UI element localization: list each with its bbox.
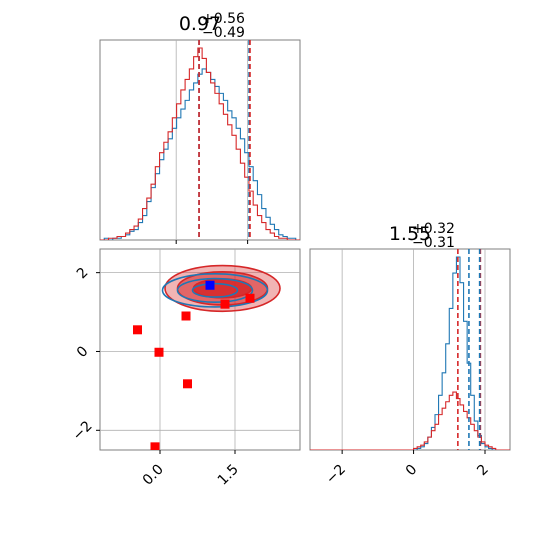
scatter-marker-7 (150, 442, 160, 450)
blue-contour-level-0 (161, 273, 269, 308)
bottom-right-ticks: −2 0 2 (323, 450, 492, 487)
scatter-marker-3 (181, 311, 191, 321)
bottom-right-axes-frame (309, 248, 511, 451)
bottom-right-quantile-lines (457, 249, 482, 450)
bottom-left-markers (133, 280, 255, 450)
bottom-right-title-sup: +0.32 (412, 221, 455, 237)
bottom-left-scatter-panel: 0.0 1.5 −2 0 2 (70, 248, 301, 489)
top-left-title: 0.97 (179, 13, 221, 35)
top-left-axes-frame (99, 39, 301, 241)
top-left-quantile-lines (198, 40, 251, 240)
scatter-marker-5 (154, 347, 164, 357)
top-left-hist-series-1 (100, 47, 300, 240)
top-left-hist-series-0 (100, 68, 300, 240)
scatter-marker-0 (205, 280, 215, 290)
top-left-ticks (175, 240, 249, 244)
bottom-right-title-sub: −0.31 (412, 235, 455, 251)
blue-contour-level-1 (176, 277, 254, 304)
bottom-left-ytick-label: 2 (74, 265, 92, 283)
bottom-right-xtick-label: 2 (474, 462, 492, 480)
top-left-gridlines (175, 40, 249, 240)
top-left-histogram-panel: 0.97 +0.56 −0.49 (99, 11, 301, 244)
top-left-histogram-series (100, 47, 300, 240)
scatter-marker-4 (133, 325, 142, 335)
bottom-left-ytick-label: −2 (70, 418, 96, 444)
bottom-right-histogram-panel: −2 0 2 1.55 +0.32 −0.31 (309, 221, 511, 487)
bottom-right-xtick-label: −2 (323, 462, 349, 488)
blue-contour-level-2 (191, 282, 239, 298)
scatter-marker-2 (220, 299, 230, 309)
bottom-left-ytick-label: 0 (74, 343, 92, 361)
scatter-marker-1 (245, 293, 255, 303)
top-left-title-sup: +0.56 (202, 11, 245, 27)
bottom-right-title: 1.55 (389, 223, 431, 245)
bottom-left-xtick-label: 0.0 (140, 462, 167, 489)
top-left-title-sub: −0.49 (202, 25, 245, 41)
bottom-right-xtick-label: 0 (403, 462, 421, 480)
bottom-left-xtick-label: 1.5 (215, 462, 242, 489)
bottom-right-gridlines (341, 249, 486, 450)
scatter-marker-6 (183, 379, 192, 389)
